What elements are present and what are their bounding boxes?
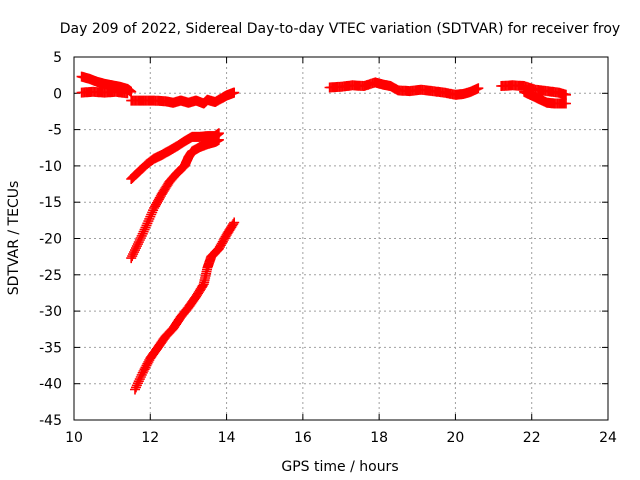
y-tick-label: -20	[39, 232, 62, 248]
y-tick-label: -25	[39, 268, 62, 284]
series-arc-6	[324, 77, 484, 100]
axis-ticks	[73, 56, 609, 421]
y-tick-label: -15	[39, 195, 62, 211]
data-series	[76, 71, 571, 395]
data-point	[229, 87, 240, 98]
y-axis-label: SDTVAR / TECUs	[6, 181, 22, 296]
data-point	[143, 216, 154, 227]
y-tick-label: -35	[39, 340, 62, 356]
series-arc-4	[126, 134, 224, 264]
series-arc-5	[130, 217, 240, 395]
data-point	[137, 228, 148, 239]
data-point	[213, 134, 224, 145]
y-tick-label: -45	[39, 413, 62, 429]
data-point	[130, 384, 140, 395]
x-tick-label: 22	[523, 430, 541, 446]
y-tick-label: -30	[39, 304, 62, 320]
y-tick-label: -5	[48, 123, 62, 139]
data-point	[561, 98, 571, 109]
data-point	[145, 211, 156, 222]
x-tick-label: 16	[294, 430, 312, 446]
data-point	[144, 213, 155, 224]
x-tick-label: 12	[141, 430, 159, 446]
x-axis-label: GPS time / hours	[281, 459, 398, 475]
data-point	[228, 219, 239, 230]
y-tick-label: -10	[39, 159, 62, 175]
y-tick-label: 0	[53, 86, 62, 102]
x-tick-label: 20	[447, 430, 465, 446]
x-tick-label: 24	[599, 430, 617, 446]
data-point	[135, 372, 146, 382]
data-point	[135, 233, 146, 243]
data-point	[142, 218, 153, 229]
grid-lines	[74, 57, 608, 420]
data-point	[133, 376, 144, 387]
series-arc-7-upper	[496, 80, 571, 100]
y-tick-label: -40	[39, 377, 62, 393]
data-point	[147, 207, 158, 218]
data-point	[138, 226, 149, 237]
series-arc-3	[126, 128, 224, 184]
y-tick-label: 5	[53, 50, 62, 66]
data-point	[141, 220, 152, 231]
data-point	[561, 89, 571, 100]
series-arc-7-lower	[519, 86, 571, 109]
y-axis-tick-labels: 5 0 -5 -10 -15 -20 -25 -30 -35 -40 -45	[39, 50, 62, 429]
data-point	[140, 222, 151, 233]
data-point	[146, 209, 157, 220]
series-arc-2	[126, 87, 240, 109]
x-tick-label: 10	[65, 430, 83, 446]
x-tick-label: 18	[370, 430, 388, 446]
series-arc-1-lower	[76, 86, 133, 99]
data-point	[122, 88, 133, 99]
data-point	[139, 224, 150, 235]
data-point	[134, 374, 145, 385]
data-point	[473, 83, 484, 94]
x-axis-tick-labels: 10 12 14 16 18 20 22 24	[65, 430, 617, 446]
x-tick-label: 14	[218, 430, 236, 446]
chart-title: Day 209 of 2022, Sidereal Day-to-day VTE…	[60, 21, 620, 37]
data-point	[131, 382, 141, 393]
data-point	[229, 217, 240, 228]
data-point	[136, 230, 147, 241]
